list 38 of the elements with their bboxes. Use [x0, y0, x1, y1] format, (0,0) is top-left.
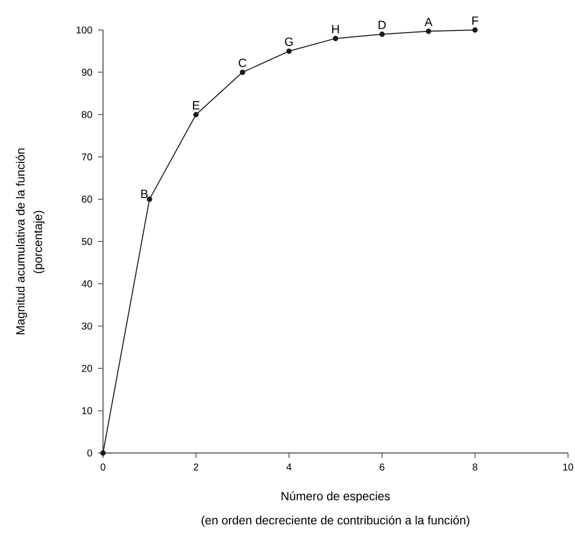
annotation: D [378, 20, 386, 30]
x-tick-label: 6 [380, 464, 384, 471]
y-tick-label: 80 [82, 111, 92, 118]
annotation: A [424, 18, 432, 26]
text: (en orden decreciente de contribución a la función) [202, 516, 470, 527]
point [332, 36, 338, 42]
y-tick-label: 0 [87, 449, 92, 457]
annotation: H [332, 25, 339, 34]
y-tick-label: 30 [82, 322, 92, 330]
point [146, 196, 152, 202]
annotation: G [284, 37, 293, 46]
x-tick-label: 2 [194, 464, 198, 470]
point [193, 112, 199, 118]
point [286, 48, 292, 54]
x-tick-label: 8 [472, 464, 478, 471]
x-axis-title: Número de especies [282, 491, 390, 503]
point [426, 28, 432, 34]
y-tick-label: 100 [76, 26, 92, 34]
y-tick-label: 40 [82, 280, 92, 288]
y-tick-label: 20 [82, 364, 92, 372]
annotation: F [472, 16, 478, 25]
annotation: E [193, 101, 200, 110]
x-tick-label: 10 [563, 464, 574, 471]
point [472, 27, 478, 33]
point [379, 32, 385, 37]
y-tick-label: 70 [82, 153, 92, 160]
text: (porcentaje) [33, 210, 44, 274]
point [100, 450, 106, 456]
y-tick-label: 60 [82, 196, 92, 203]
y-tick-label: 10 [82, 407, 92, 414]
y-axis-title: Magnitud acumulativa de la función [16, 148, 28, 334]
annotation: C [238, 58, 246, 68]
y-tick-label: 50 [82, 238, 92, 246]
x-tick-label: 4 [286, 464, 292, 470]
annotation: B [141, 190, 148, 198]
point [240, 70, 246, 75]
y-tick-label: 90 [82, 68, 92, 76]
x-tick-label: 0 [100, 464, 106, 471]
